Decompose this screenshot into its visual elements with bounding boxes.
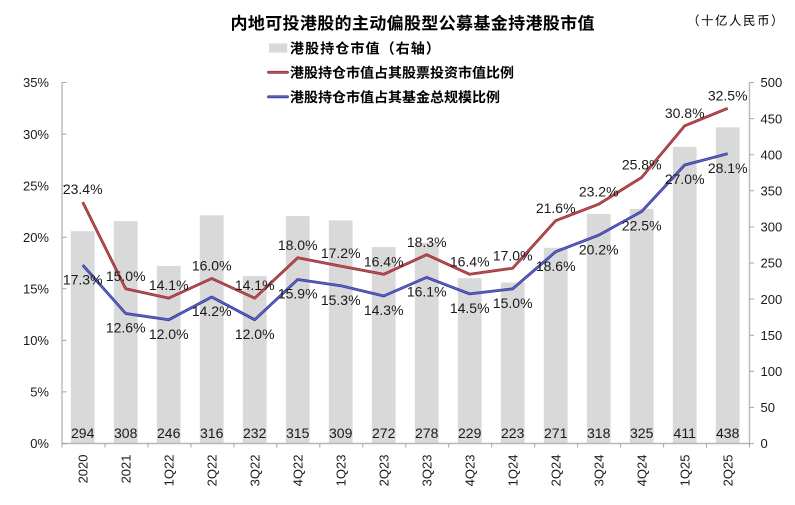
svg-text:15.3%: 15.3% <box>321 292 361 308</box>
svg-text:17.2%: 17.2% <box>321 245 361 261</box>
svg-text:2Q25: 2Q25 <box>720 455 735 487</box>
svg-text:1Q22: 1Q22 <box>161 455 176 487</box>
svg-text:400: 400 <box>761 147 783 162</box>
svg-text:318: 318 <box>587 425 611 441</box>
svg-text:2Q24: 2Q24 <box>548 455 563 487</box>
svg-text:300: 300 <box>761 220 783 235</box>
svg-text:150: 150 <box>761 328 783 343</box>
svg-text:15%: 15% <box>23 282 49 297</box>
svg-text:4Q24: 4Q24 <box>634 455 649 487</box>
svg-text:1Q23: 1Q23 <box>333 455 348 487</box>
svg-text:12.0%: 12.0% <box>235 326 275 342</box>
svg-text:411: 411 <box>674 425 697 441</box>
svg-text:2Q22: 2Q22 <box>204 455 219 487</box>
svg-text:14.3%: 14.3% <box>364 302 404 318</box>
svg-text:1Q25: 1Q25 <box>677 455 692 487</box>
svg-text:309: 309 <box>329 425 353 441</box>
svg-text:18.0%: 18.0% <box>278 237 318 253</box>
svg-text:223: 223 <box>501 425 525 441</box>
svg-text:325: 325 <box>630 425 654 441</box>
svg-text:22.5%: 22.5% <box>622 218 662 234</box>
svg-text:350: 350 <box>761 184 783 199</box>
svg-text:250: 250 <box>761 256 783 271</box>
svg-text:20%: 20% <box>23 230 49 245</box>
svg-text:1Q24: 1Q24 <box>505 455 520 487</box>
svg-text:18.3%: 18.3% <box>407 234 447 250</box>
svg-text:21.6%: 21.6% <box>536 200 576 216</box>
svg-text:15.9%: 15.9% <box>278 286 318 302</box>
svg-text:200: 200 <box>761 292 783 307</box>
svg-text:15.0%: 15.0% <box>106 268 146 284</box>
svg-text:294: 294 <box>71 425 95 441</box>
svg-text:272: 272 <box>372 425 396 441</box>
svg-text:16.4%: 16.4% <box>364 253 404 269</box>
svg-text:438: 438 <box>716 425 740 441</box>
svg-text:23.4%: 23.4% <box>63 181 103 197</box>
svg-text:2021: 2021 <box>118 455 133 484</box>
svg-text:20.2%: 20.2% <box>579 241 619 257</box>
svg-text:18.6%: 18.6% <box>536 258 576 274</box>
svg-text:246: 246 <box>157 425 181 441</box>
svg-text:2Q23: 2Q23 <box>376 455 391 487</box>
svg-text:50: 50 <box>761 400 775 415</box>
svg-text:3Q23: 3Q23 <box>419 455 434 487</box>
svg-text:25%: 25% <box>23 178 49 193</box>
svg-text:28.1%: 28.1% <box>708 160 748 176</box>
svg-text:4Q23: 4Q23 <box>462 455 477 487</box>
svg-text:271: 271 <box>544 425 568 441</box>
svg-text:12.6%: 12.6% <box>106 320 146 336</box>
svg-text:308: 308 <box>114 425 138 441</box>
svg-text:17.3%: 17.3% <box>63 271 103 287</box>
svg-text:12.0%: 12.0% <box>149 326 189 342</box>
svg-text:500: 500 <box>761 75 783 90</box>
svg-text:229: 229 <box>458 425 482 441</box>
svg-text:14.1%: 14.1% <box>149 277 189 293</box>
svg-text:30%: 30% <box>23 127 49 142</box>
svg-text:0%: 0% <box>30 436 49 451</box>
svg-text:30.8%: 30.8% <box>665 105 705 121</box>
svg-text:14.2%: 14.2% <box>192 303 232 319</box>
svg-text:315: 315 <box>286 425 310 441</box>
svg-text:278: 278 <box>415 425 439 441</box>
svg-text:14.5%: 14.5% <box>450 300 490 316</box>
svg-text:16.1%: 16.1% <box>407 284 447 300</box>
svg-text:3Q22: 3Q22 <box>247 455 262 487</box>
svg-text:100: 100 <box>761 364 783 379</box>
svg-text:25.8%: 25.8% <box>622 157 662 173</box>
svg-text:316: 316 <box>200 425 224 441</box>
svg-text:23.2%: 23.2% <box>579 183 619 199</box>
svg-text:4Q22: 4Q22 <box>290 455 305 487</box>
svg-text:3Q24: 3Q24 <box>591 455 606 487</box>
svg-text:2020: 2020 <box>75 455 90 484</box>
svg-text:0: 0 <box>761 436 768 451</box>
svg-text:5%: 5% <box>30 385 49 400</box>
svg-text:27.0%: 27.0% <box>665 171 705 187</box>
svg-text:17.0%: 17.0% <box>493 247 533 263</box>
svg-text:32.5%: 32.5% <box>708 87 748 103</box>
svg-text:10%: 10% <box>23 333 49 348</box>
svg-text:232: 232 <box>243 425 267 441</box>
svg-text:450: 450 <box>761 111 783 126</box>
svg-text:14.1%: 14.1% <box>235 277 275 293</box>
svg-text:16.4%: 16.4% <box>450 253 490 269</box>
svg-text:35%: 35% <box>23 75 49 90</box>
svg-text:16.0%: 16.0% <box>192 258 232 274</box>
svg-text:15.0%: 15.0% <box>493 295 533 311</box>
